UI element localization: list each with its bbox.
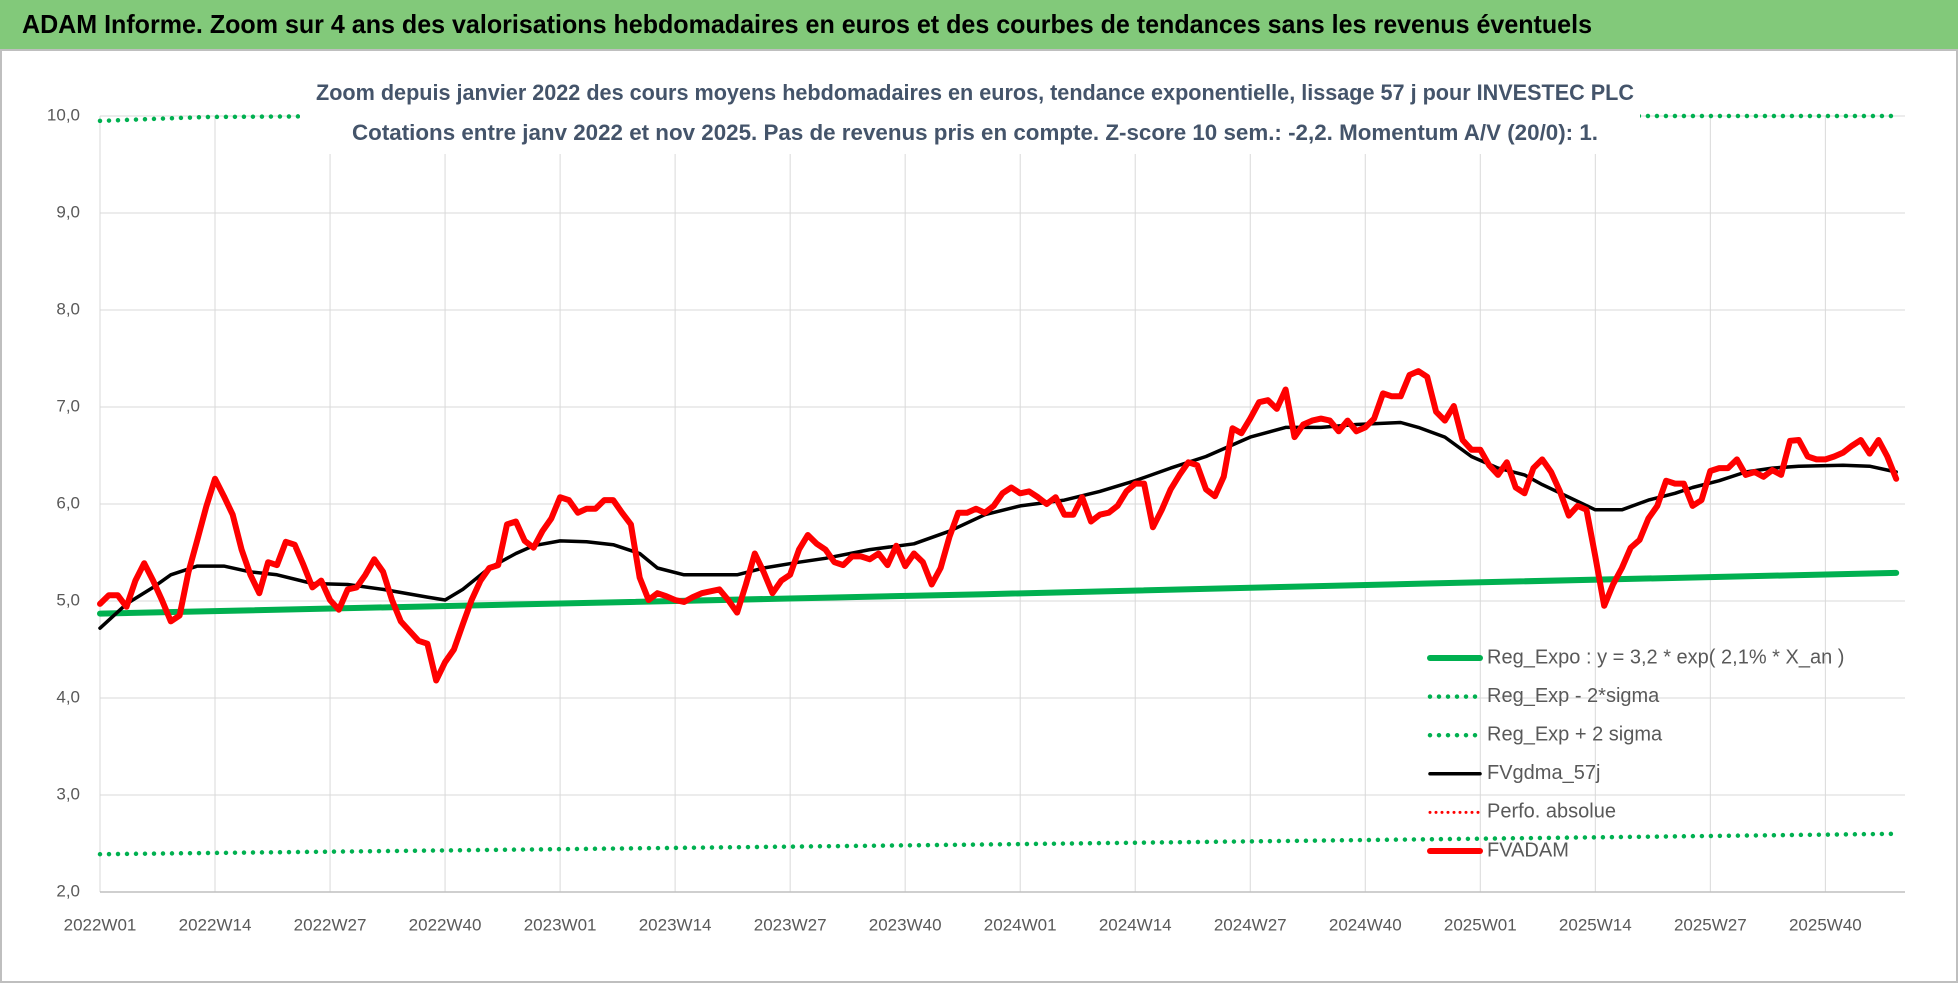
y-tick-label: 5,0 <box>56 590 80 609</box>
x-tick-label: 2024W14 <box>1099 915 1172 934</box>
x-tick-label: 2025W27 <box>1674 915 1747 934</box>
y-tick-label: 8,0 <box>56 299 80 318</box>
chart-frame <box>0 49 1958 983</box>
y-tick-label: 2,0 <box>56 881 80 900</box>
x-tick-label: 2022W27 <box>294 915 367 934</box>
x-tick-label: 2022W40 <box>409 915 482 934</box>
y-tick-label: 6,0 <box>56 493 80 512</box>
legend: Reg_Expo : y = 3,2 * exp( 2,1% * X_an ) R… <box>1427 646 1844 861</box>
x-tick-label: 2023W27 <box>754 915 827 934</box>
legend-label: Perfo. absolue <box>1487 801 1616 823</box>
legend-label: Reg_Expo : y = 3,2 * exp( 2,1% * X_an ) <box>1487 646 1844 668</box>
x-tick-label: 2024W40 <box>1329 915 1402 934</box>
chart-subtitle: Cotations entre janv 2022 et nov 2025. P… <box>352 120 1598 145</box>
series-line <box>97 368 1900 684</box>
subtitle-box <box>300 74 1640 154</box>
header-bar <box>0 0 1958 50</box>
x-tick-label: 2022W01 <box>64 915 137 934</box>
x-tick-label: 2023W40 <box>869 915 942 934</box>
x-tick-label: 2022W14 <box>179 915 252 934</box>
legend-label: Reg_Exp - 2*sigma <box>1487 685 1660 707</box>
legend-label: FVADAM <box>1487 839 1569 861</box>
page-title: ADAM Informe. Zoom sur 4 ans des valoris… <box>22 9 1592 39</box>
x-tick-label: 2025W40 <box>1789 915 1862 934</box>
y-tick-label: 3,0 <box>56 784 80 803</box>
x-tick-label: 2025W14 <box>1559 915 1632 934</box>
y-tick-label: 7,0 <box>56 396 80 415</box>
chart-subtitle: Zoom depuis janvier 2022 des cours moyen… <box>316 80 1634 105</box>
x-tick-label: 2024W27 <box>1214 915 1287 934</box>
x-tick-label: 2023W01 <box>524 915 597 934</box>
legend-label: Reg_Exp + 2 sigma <box>1487 723 1663 745</box>
x-tick-label: 2023W14 <box>639 915 712 934</box>
y-tick-label: 9,0 <box>56 202 80 221</box>
x-tick-label: 2025W01 <box>1444 915 1517 934</box>
x-tick-label: 2024W01 <box>984 915 1057 934</box>
series-line <box>97 113 1899 124</box>
legend-label: FVgdma_57j <box>1487 762 1600 784</box>
y-tick-label: 10,0 <box>47 105 80 124</box>
series-line <box>97 831 1899 857</box>
y-tick-label: 4,0 <box>56 687 80 706</box>
